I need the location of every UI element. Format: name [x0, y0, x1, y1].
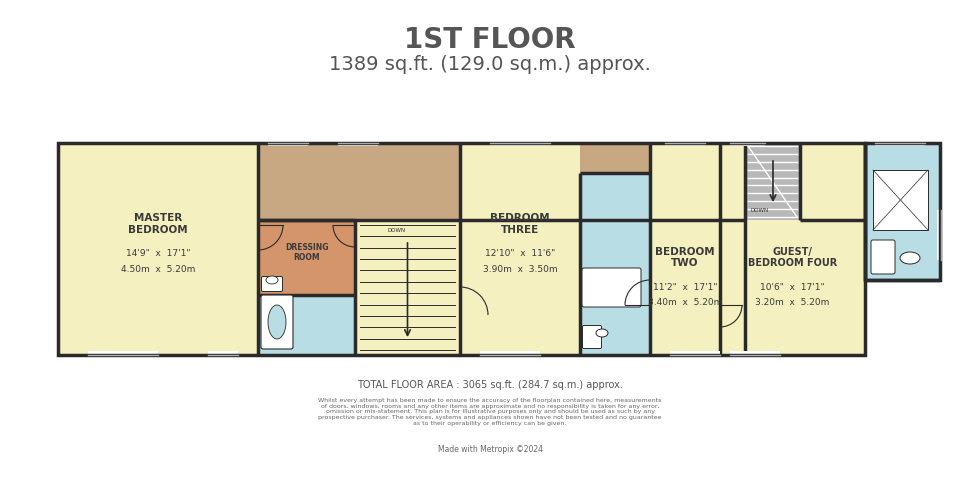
Ellipse shape [900, 252, 920, 264]
Ellipse shape [596, 329, 608, 337]
FancyBboxPatch shape [582, 325, 602, 348]
Text: 10'6"  x  17'1": 10'6" x 17'1" [760, 283, 825, 292]
Bar [490, 139, 550, 146]
Bar [650, 143, 720, 220]
Ellipse shape [268, 305, 286, 339]
Text: GUEST/
BEDROOM FOUR: GUEST/ BEDROOM FOUR [748, 247, 837, 268]
Text: 1ST FLOOR: 1ST FLOOR [404, 26, 576, 54]
Bar [720, 143, 745, 220]
Bar [670, 351, 720, 358]
FancyBboxPatch shape [261, 295, 293, 349]
Bar [208, 351, 238, 358]
Bar [58, 143, 258, 355]
Bar [460, 143, 580, 355]
Bar [258, 220, 355, 295]
Text: 4.50m  x  5.20m: 4.50m x 5.20m [121, 264, 195, 274]
Bar [937, 210, 944, 260]
Bar [875, 139, 925, 146]
Bar [258, 143, 460, 220]
Bar [865, 143, 940, 280]
Text: 1389 sq.ft. (129.0 sq.m.) approx.: 1389 sq.ft. (129.0 sq.m.) approx. [329, 56, 651, 74]
Text: 3.20m  x  5.20m: 3.20m x 5.20m [756, 298, 830, 307]
Text: Whilst every attempt has been made to ensure the accuracy of the floorplan conta: Whilst every attempt has been made to en… [318, 398, 662, 426]
Bar [580, 173, 650, 355]
FancyBboxPatch shape [871, 240, 895, 274]
Bar [88, 351, 158, 358]
Text: 3.40m  x  5.20m: 3.40m x 5.20m [648, 298, 722, 307]
FancyBboxPatch shape [262, 276, 282, 291]
Text: MASTER
BEDROOM: MASTER BEDROOM [128, 213, 188, 235]
Bar [268, 139, 308, 146]
Text: 12'10"  x  11'6": 12'10" x 11'6" [485, 250, 555, 259]
Text: BEDROOM
TWO: BEDROOM TWO [656, 247, 714, 268]
Text: 11'2"  x  17'1": 11'2" x 17'1" [653, 283, 717, 292]
Bar [720, 143, 865, 355]
FancyBboxPatch shape [582, 268, 641, 307]
Text: BEDROOM
THREE: BEDROOM THREE [490, 213, 550, 235]
Bar [650, 143, 720, 355]
Bar [730, 351, 780, 358]
Bar [745, 143, 800, 220]
Bar [873, 170, 928, 230]
Bar [58, 143, 865, 355]
Text: DOWN: DOWN [750, 208, 768, 213]
Bar [665, 139, 705, 146]
Bar [865, 143, 940, 280]
Bar [480, 351, 540, 358]
Text: TOTAL FLOOR AREA : 3065 sq.ft. (284.7 sq.m.) approx.: TOTAL FLOOR AREA : 3065 sq.ft. (284.7 sq… [357, 380, 623, 390]
Bar [355, 220, 460, 355]
Bar [730, 139, 765, 146]
Text: DRESSING
ROOM: DRESSING ROOM [285, 243, 328, 262]
Bar [460, 143, 650, 220]
Text: Made with Metropix ©2024: Made with Metropix ©2024 [437, 445, 543, 455]
Text: DOWN: DOWN [387, 228, 406, 233]
Text: 14'9"  x  17'1": 14'9" x 17'1" [125, 250, 190, 259]
Bar [338, 139, 378, 146]
Bar [258, 295, 355, 355]
Text: 3.90m  x  3.50m: 3.90m x 3.50m [483, 264, 558, 274]
Ellipse shape [266, 276, 278, 284]
